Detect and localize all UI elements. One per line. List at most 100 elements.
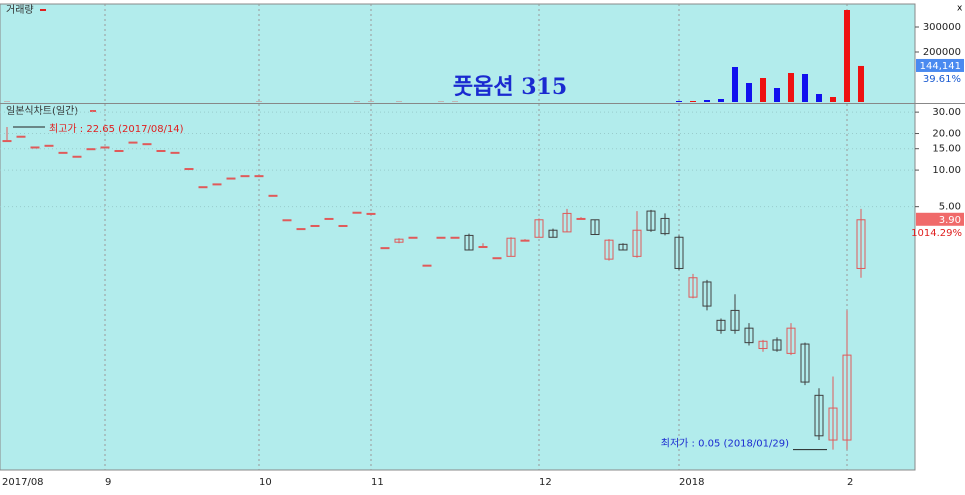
volume-bar [718,99,724,102]
y-tick-label: 30.00 [932,107,961,118]
volume-legend-mark [40,9,46,11]
candle-body [632,229,642,257]
y-tick-label: 20.00 [932,129,961,140]
candle-body [282,219,292,222]
candle-body [492,257,502,260]
x-tick-label: 12 [539,477,552,488]
price-legend-mark [90,110,96,112]
x-tick-label: 9 [105,477,111,488]
candle-body [562,212,572,233]
candle-body [198,186,208,189]
candle-body [408,236,418,239]
x-tick-label: 2018 [679,477,704,488]
candle-body [310,224,320,227]
candle-body [674,236,684,269]
volume-bar [830,97,836,102]
candle-body [226,177,236,180]
candle-body [184,168,194,171]
candle-body [128,141,138,144]
candle-body [86,148,96,151]
volume-bar [774,88,780,102]
last-volume-label: 144,141 [920,61,961,72]
candle-body [520,239,530,242]
candle-body [604,239,614,260]
candle-body [688,277,698,298]
volume-bar [760,78,766,102]
volume-bar [802,74,808,102]
volume-bar [676,101,682,102]
y-tick-label: 5.00 [939,202,961,213]
candle-body [324,217,334,220]
candle-body [422,264,432,267]
candle-body [506,237,516,257]
candle-body [380,247,390,250]
candle-body [296,228,306,231]
candle-body [114,149,124,152]
volume-tick-label: 300000 [923,22,961,33]
price-label: 일본식차트(일간) [6,105,78,117]
x-tick-label: 2 [847,477,853,488]
chart-title: 풋옵션 315 [453,74,567,100]
candle-body [142,143,152,146]
volume-bar [690,101,696,102]
candle-body [58,151,68,154]
candle-body [800,343,810,383]
volume-tick-label: 200000 [923,47,961,58]
candle-body [730,309,740,331]
candle-body [786,327,796,354]
candle-body [366,212,376,215]
volume-label: 거래량 [6,4,34,16]
candle-body [548,229,558,238]
high-note: 최고가 : 22.65 (2017/08/14) [49,123,184,135]
candle-body [436,236,446,239]
candle-body [534,219,544,238]
candle-body [170,151,180,154]
candle-body [618,243,628,251]
candle-body [240,175,250,178]
volume-change-label: 39.61% [923,74,961,85]
volume-bar [732,67,738,102]
volume-bar [704,100,710,102]
volume-bar [844,10,850,102]
y-tick-label: 15.00 [932,144,961,155]
last-price-box [916,212,964,226]
x-tick-label: 10 [259,477,272,488]
candle-body [44,144,54,147]
last-volume-box [916,58,964,72]
candle-body [16,135,26,138]
volume-bar [746,83,752,102]
candle-body [352,211,362,214]
candle-body [2,140,12,143]
candle-body [744,327,754,344]
candle-body [772,339,782,351]
candle-body [856,219,866,269]
volume-bar [858,65,864,102]
x-tick-label: 2017/08 [2,477,44,488]
candle-body [72,155,82,158]
candle-body [702,281,712,307]
x-tick-label: 11 [371,477,384,488]
candle-body [268,194,278,197]
candle-body [828,407,838,441]
candle-body [576,217,586,220]
low-note: 최저가 : 0.05 (2018/01/29) [661,438,789,450]
change-label: 1014.29% [911,228,962,239]
candle-body [842,354,852,441]
volume-bar [816,94,822,102]
candle-body [394,238,404,243]
candle-body [30,146,40,149]
candle-body [814,394,824,437]
candle-body [660,217,670,235]
candle-body [100,146,110,149]
candle-body [478,246,488,249]
candle-body [590,219,600,236]
candle-body [758,340,768,350]
candle-body [464,234,474,251]
close-icon[interactable]: x [957,4,963,14]
candle-body [156,149,166,152]
volume-bar [788,73,794,102]
last-price-label: 3.90 [939,215,961,226]
candle-body [450,236,460,239]
y-tick-label: 10.00 [932,165,961,176]
